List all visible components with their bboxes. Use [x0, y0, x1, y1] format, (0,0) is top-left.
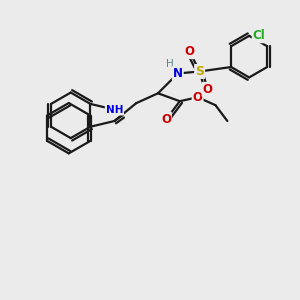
Text: Cl: Cl: [253, 29, 266, 42]
Text: N: N: [173, 67, 183, 80]
Text: O: O: [185, 45, 195, 58]
Text: NH: NH: [106, 105, 123, 115]
Text: S: S: [195, 65, 204, 78]
Text: O: O: [161, 112, 171, 125]
Text: O: O: [202, 83, 212, 96]
Text: O: O: [193, 91, 202, 104]
Text: H: H: [166, 58, 174, 69]
